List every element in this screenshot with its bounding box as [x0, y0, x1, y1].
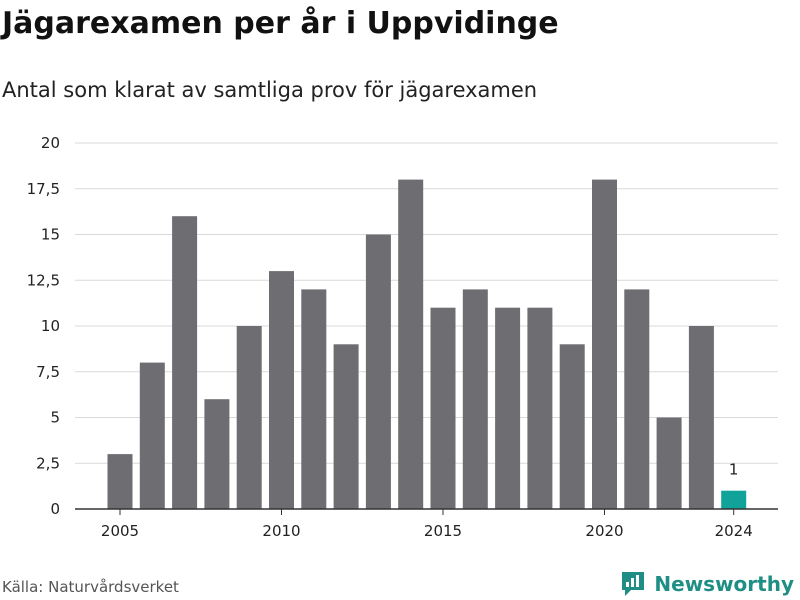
bar-2014: [398, 179, 424, 509]
data-label: 1: [729, 461, 739, 479]
newsworthy-logo-icon: [622, 572, 645, 596]
bar-2020: [592, 179, 617, 509]
y-tick-label: 17,5: [27, 180, 60, 198]
y-tick-label: 2,5: [36, 454, 60, 472]
x-tick-label: 2010: [262, 522, 300, 540]
y-tick-label: 10: [41, 317, 60, 335]
bar-2008: [204, 399, 230, 509]
y-tick-label: 5: [50, 409, 60, 427]
bar-2015: [430, 307, 456, 509]
bar-2024: [721, 490, 747, 509]
bar-2010: [269, 271, 294, 509]
y-tick-label: 12,5: [27, 271, 60, 289]
bar-2009: [236, 326, 262, 509]
bar-2021: [624, 289, 650, 509]
brand-logo: Newsworthy: [620, 568, 794, 600]
x-tick-label: 2020: [585, 522, 623, 540]
bar-chart: 0 2,5 5 7,5 10 12,5 15 17,5 20 1 2005 2010 2015 2020 2…: [27, 134, 778, 540]
x-tick-label: 2005: [101, 522, 139, 540]
y-tick-label: 7,5: [36, 363, 60, 381]
bar-2005: [107, 454, 133, 509]
y-tick-label: 20: [41, 134, 60, 152]
bar-2022: [656, 417, 682, 509]
bar-2007: [172, 216, 198, 509]
bar-2018: [527, 307, 553, 509]
x-tick-label: 2024: [715, 522, 753, 540]
bar-2006: [139, 362, 165, 509]
chart-subtitle: Antal som klarat av samtliga prov för jä…: [2, 78, 538, 102]
source-note: Källa: Naturvårdsverket: [2, 578, 179, 596]
bar-2017: [495, 307, 521, 509]
bar-2016: [462, 289, 488, 509]
chart-title: Jägarexamen per år i Uppvidinge: [2, 6, 559, 41]
brand-name: Newsworthy: [654, 572, 794, 596]
y-tick-label: 15: [41, 226, 60, 244]
y-tick-label: 0: [50, 500, 60, 518]
bar-2013: [365, 234, 391, 509]
bar-2012: [333, 344, 359, 509]
bar-2023: [688, 326, 714, 509]
bar-2011: [301, 289, 327, 509]
bar-2019: [559, 344, 585, 509]
x-tick-label: 2015: [424, 522, 462, 540]
